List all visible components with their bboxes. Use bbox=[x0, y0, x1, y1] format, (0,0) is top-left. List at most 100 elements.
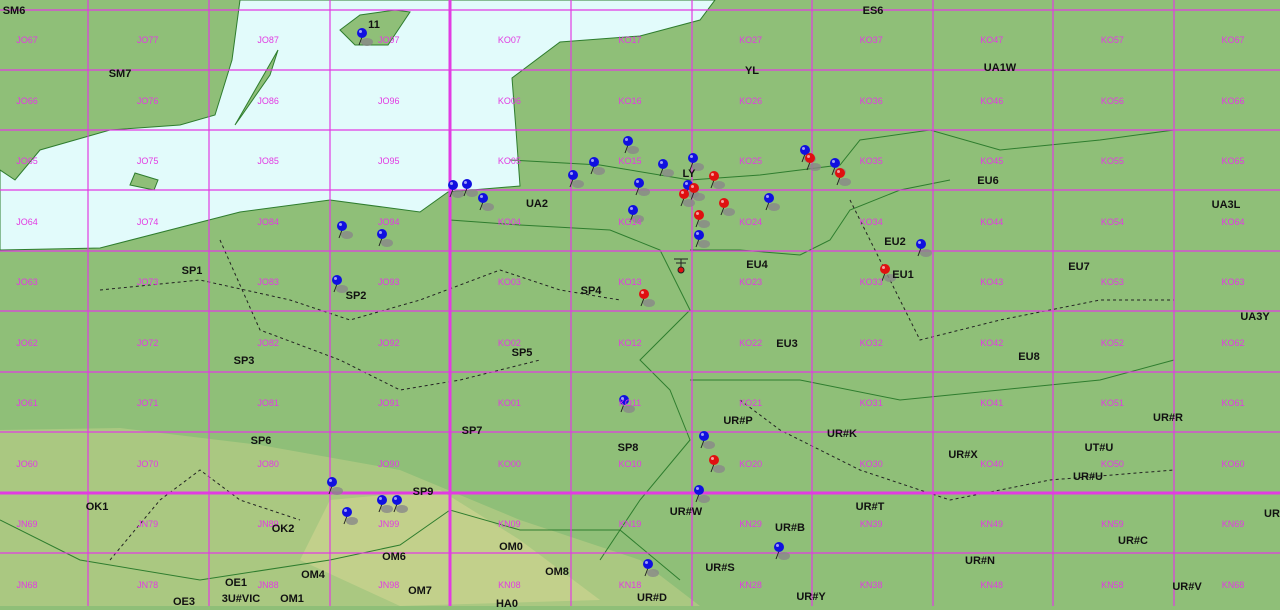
blue-pin-icon[interactable] bbox=[688, 153, 704, 171]
blue-pin-icon[interactable] bbox=[619, 395, 635, 413]
prefix-label: UA3Y bbox=[1240, 311, 1270, 323]
blue-pin-icon[interactable] bbox=[332, 275, 348, 293]
sea bbox=[0, 0, 716, 251]
red-pin-icon[interactable] bbox=[805, 153, 821, 171]
blue-pin-icon[interactable] bbox=[916, 239, 932, 257]
grid-square-label: KN09 bbox=[498, 519, 521, 529]
blue-pin-icon[interactable] bbox=[589, 157, 605, 175]
blue-pin-icon[interactable] bbox=[694, 230, 710, 248]
grid-square-label: KO31 bbox=[859, 398, 883, 408]
blue-pin-icon[interactable] bbox=[568, 170, 584, 188]
grid-square-label: KO05 bbox=[497, 156, 521, 166]
grid-square-label: JO66 bbox=[16, 95, 38, 106]
grid-square-label: KO43 bbox=[980, 277, 1004, 287]
blue-pin-icon[interactable] bbox=[694, 485, 710, 503]
grid-square-label: KO53 bbox=[1100, 277, 1124, 287]
grid-square-label: KO63 bbox=[1221, 277, 1245, 287]
grid-square-label: KO23 bbox=[739, 277, 763, 287]
grid-square-label: KO37 bbox=[859, 35, 883, 45]
prefix-label: OM0 bbox=[499, 541, 523, 553]
red-pin-icon[interactable] bbox=[639, 289, 655, 307]
grid-square-label: KO02 bbox=[497, 337, 521, 348]
blue-pin-icon[interactable] bbox=[643, 559, 659, 577]
grid-square-label: KO26 bbox=[739, 95, 763, 106]
blue-pin-icon[interactable] bbox=[342, 507, 358, 525]
red-pin-icon[interactable] bbox=[709, 171, 725, 189]
grid-square-label: JN79 bbox=[137, 519, 159, 529]
grid-square-label: JO81 bbox=[257, 398, 279, 408]
blue-pin-icon[interactable] bbox=[462, 179, 478, 197]
grid-square-label: JO60 bbox=[16, 458, 38, 469]
grid-square-label: KO52 bbox=[1100, 337, 1124, 348]
prefix-label: UR#Y bbox=[796, 591, 826, 603]
prefix-label: UA1W bbox=[983, 62, 1017, 74]
grid-square-label: KO13 bbox=[618, 277, 642, 287]
grid-square-label: KO64 bbox=[1221, 216, 1245, 227]
grid-square-label: JO86 bbox=[257, 95, 279, 106]
blue-pin-icon[interactable] bbox=[478, 193, 494, 211]
prefix-label: OM1 bbox=[280, 593, 304, 605]
blue-pin-icon[interactable] bbox=[628, 205, 644, 223]
grid-square-label: KO51 bbox=[1100, 398, 1124, 408]
grid-square-label: KO60 bbox=[1221, 458, 1245, 469]
grid-square-label: KO22 bbox=[739, 337, 763, 348]
blue-pin-icon[interactable] bbox=[337, 221, 353, 239]
station-pins bbox=[327, 28, 932, 577]
red-pin-icon[interactable] bbox=[835, 168, 851, 186]
grid-square-label: JO87 bbox=[257, 35, 279, 45]
red-pin-icon[interactable] bbox=[709, 455, 725, 473]
red-pin-icon[interactable] bbox=[694, 210, 710, 228]
blue-pin-icon[interactable] bbox=[377, 229, 393, 247]
grid-square-label: JO84 bbox=[257, 216, 279, 227]
blue-pin-icon[interactable] bbox=[699, 431, 715, 449]
grid-square-label: KO27 bbox=[739, 35, 763, 45]
blue-pin-icon[interactable] bbox=[634, 178, 650, 196]
prefix-label: UR#P bbox=[723, 415, 753, 427]
blue-pin-icon[interactable] bbox=[764, 193, 780, 211]
grid-square-label: JN68 bbox=[16, 579, 38, 590]
grid-square-label: KO33 bbox=[859, 277, 883, 287]
grid-square-label: JO65 bbox=[16, 156, 38, 166]
prefix-label: UR#W bbox=[669, 506, 703, 518]
blue-pin-icon[interactable] bbox=[774, 542, 790, 560]
grid-square-label: KO21 bbox=[739, 398, 763, 408]
prefix-label: UT#U bbox=[1084, 442, 1114, 454]
prefix-label: HA0 bbox=[495, 598, 519, 610]
grid-square-label: KO25 bbox=[739, 156, 763, 166]
grid-square-label: KO40 bbox=[980, 458, 1004, 469]
grid-square-label: KN58 bbox=[1101, 579, 1124, 590]
grid-square-label: JO94 bbox=[378, 216, 400, 227]
red-pin-icon[interactable] bbox=[679, 189, 695, 207]
blue-pin-icon[interactable] bbox=[623, 136, 639, 154]
grid-square-label: KO10 bbox=[618, 458, 642, 469]
regional-borders bbox=[99, 199, 1175, 561]
grid-square-label: KO50 bbox=[1100, 458, 1124, 469]
prefix-label: 3U#VIC bbox=[221, 593, 261, 605]
grid-square-label: KN39 bbox=[859, 519, 883, 529]
grid-square-label: KO06 bbox=[497, 95, 521, 106]
blue-pin-icon[interactable] bbox=[658, 159, 674, 177]
grid-square-label: JO71 bbox=[136, 398, 159, 408]
grid-square-label: JN98 bbox=[378, 579, 400, 590]
blue-pin-icon[interactable] bbox=[448, 180, 464, 198]
grid-square-label: JO64 bbox=[16, 216, 38, 227]
grid-square-label: KO12 bbox=[618, 337, 642, 348]
prefix-label: SP5 bbox=[511, 347, 533, 359]
red-pin-icon[interactable] bbox=[880, 264, 896, 282]
grid-square-label: KN68 bbox=[1221, 579, 1245, 590]
blue-pin-icon[interactable] bbox=[327, 477, 343, 495]
grid-square-label: KO66 bbox=[1221, 95, 1245, 106]
red-pin-icon[interactable] bbox=[719, 198, 735, 216]
blue-pin-icon[interactable] bbox=[377, 495, 393, 513]
island-oland bbox=[129, 172, 159, 191]
grid-square-label: KO41 bbox=[980, 398, 1004, 408]
grid-square-label: KN29 bbox=[739, 519, 762, 529]
prefix-label: EU4 bbox=[746, 259, 768, 271]
blue-pin-icon[interactable] bbox=[392, 495, 408, 513]
grid-square-label: KO01 bbox=[497, 398, 521, 408]
grid-square-label: JN89 bbox=[257, 519, 279, 529]
prefix-label: EU6 bbox=[977, 175, 999, 187]
blue-pin-icon[interactable] bbox=[357, 28, 373, 46]
red-pin-icon[interactable] bbox=[689, 183, 705, 201]
